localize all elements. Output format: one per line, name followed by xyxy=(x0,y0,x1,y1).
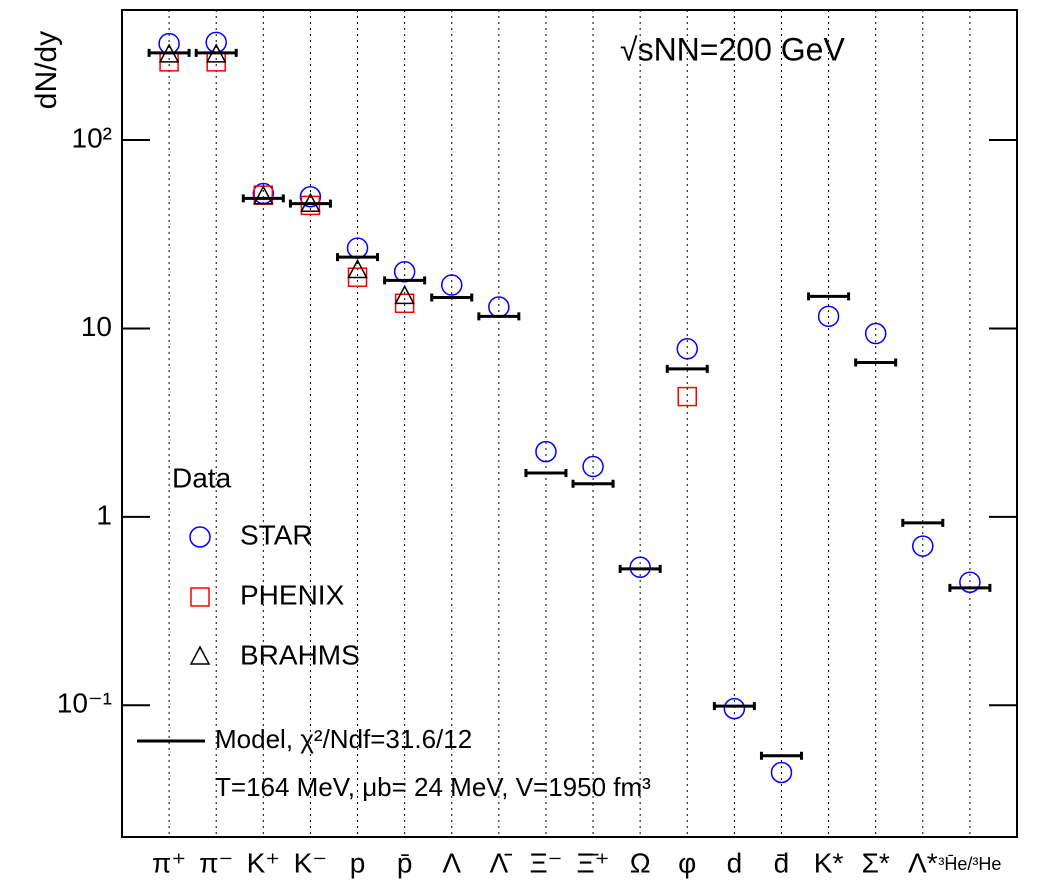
data-point xyxy=(618,564,662,573)
data-point xyxy=(241,194,285,203)
data-point xyxy=(959,571,981,593)
data-point xyxy=(253,185,274,205)
data-point xyxy=(901,518,945,527)
legend-label: PHENIX xyxy=(240,579,345,610)
data-point xyxy=(336,253,380,262)
x-tick-label: p xyxy=(350,847,366,878)
legend-title: Data xyxy=(172,462,232,493)
data-point xyxy=(535,440,557,463)
data-point xyxy=(723,697,746,720)
data-point xyxy=(346,237,369,259)
data-point xyxy=(440,274,463,296)
x-tick-label: K⁺ xyxy=(247,847,280,878)
data-point xyxy=(383,276,427,285)
legend-swatch xyxy=(189,526,211,548)
legend-swatch xyxy=(190,587,210,607)
data-point xyxy=(864,322,887,345)
data-point xyxy=(629,556,651,579)
data-point xyxy=(288,199,332,208)
x-tick-label: ³H̄e/³He xyxy=(938,854,1001,874)
data-point xyxy=(676,338,699,360)
data-point xyxy=(300,195,321,216)
data-point xyxy=(347,258,368,279)
legend-swatch xyxy=(189,645,211,665)
x-tick-label: K* xyxy=(814,847,844,878)
legend-label: BRAHMS xyxy=(240,639,360,670)
y-tick-label: 1 xyxy=(96,499,112,530)
x-tick-label: K⁻ xyxy=(294,847,327,878)
data-point xyxy=(817,305,840,328)
x-tick-label: φ xyxy=(678,847,696,878)
legend-label: Model, χ²/Ndf=31.6/12 xyxy=(215,724,472,754)
legend-label: STAR xyxy=(240,519,313,550)
data-point xyxy=(712,702,756,711)
x-tick-label: Ω xyxy=(630,847,651,878)
x-tick-label: Ξ⁻ xyxy=(529,847,562,878)
annotation: √sNN=200 GeV xyxy=(620,31,845,67)
plot-frame xyxy=(121,9,1018,838)
data-point xyxy=(477,312,521,321)
x-tick-label: Σ* xyxy=(862,847,890,878)
x-tick-label: Λ* xyxy=(908,847,938,878)
data-point xyxy=(582,455,604,478)
x-tick-label: d̄ xyxy=(774,847,790,878)
x-tick-label: Ξ̄⁺ xyxy=(577,847,610,878)
x-tick-label: π⁻ xyxy=(199,847,233,878)
x-tick-label: d xyxy=(727,847,743,878)
data-point xyxy=(912,535,934,557)
data-point xyxy=(394,284,415,305)
data-point xyxy=(677,386,698,407)
data-point xyxy=(854,358,898,367)
data-point xyxy=(571,479,615,488)
x-tick-label: Λ xyxy=(442,847,461,878)
data-point xyxy=(147,48,191,57)
x-tick-label: p̄ xyxy=(397,847,413,878)
data-point xyxy=(299,186,322,208)
data-point xyxy=(807,292,851,301)
data-point xyxy=(194,48,238,57)
data-point xyxy=(770,761,793,784)
model-note: T=164 MeV, μb= 24 MeV, V=1950 fm³ xyxy=(215,772,651,802)
y-tick-label: 10⁻¹ xyxy=(57,688,112,719)
x-tick-label: Λ̄ xyxy=(489,847,512,878)
data-point xyxy=(759,751,803,760)
data-point xyxy=(524,468,568,477)
data-point xyxy=(430,293,474,302)
y-tick-label: 10 xyxy=(81,311,112,342)
data-point xyxy=(393,260,416,283)
y-tick-label: 10² xyxy=(72,122,112,153)
x-tick-label: π⁺ xyxy=(152,847,186,878)
data-point xyxy=(948,583,992,592)
data-point xyxy=(665,364,709,373)
y-axis-label: dN/dy xyxy=(30,31,63,109)
